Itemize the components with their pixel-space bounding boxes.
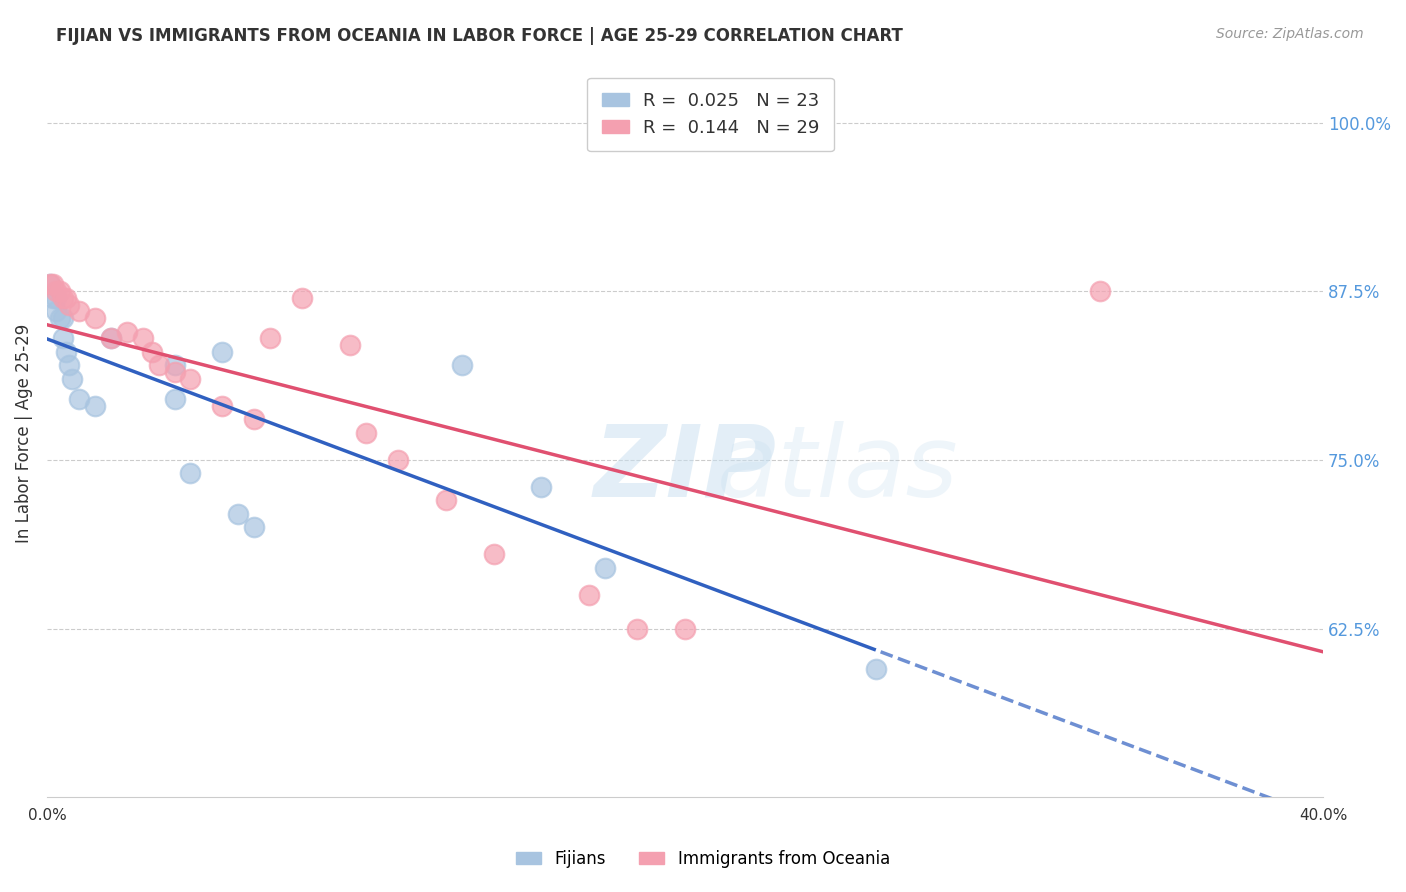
- Point: [163, 392, 186, 407]
- Legend: R =  0.025   N = 23, R =  0.144   N = 29: R = 0.025 N = 23, R = 0.144 N = 29: [588, 78, 834, 152]
- Point: [55, 291, 77, 305]
- Point: [45, 291, 67, 305]
- Point: [163, 365, 186, 379]
- Text: FIJIAN VS IMMIGRANTS FROM OCEANIA IN LABOR FORCE | AGE 25-29 CORRELATION CHART: FIJIAN VS IMMIGRANTS FROM OCEANIA IN LAB…: [56, 27, 903, 45]
- Point: [39, 277, 62, 292]
- Point: [865, 662, 887, 676]
- Text: atlas: atlas: [717, 421, 959, 518]
- Point: [42, 291, 65, 305]
- Text: Source: ZipAtlas.com: Source: ZipAtlas.com: [1216, 27, 1364, 41]
- Point: [100, 331, 122, 345]
- Point: [52, 331, 75, 345]
- Point: [83, 311, 105, 326]
- Y-axis label: In Labor Force | Age 25-29: In Labor Force | Age 25-29: [15, 323, 32, 542]
- Point: [45, 304, 67, 318]
- Point: [1088, 284, 1111, 298]
- Point: [163, 359, 186, 373]
- Point: [131, 331, 153, 345]
- Point: [115, 325, 138, 339]
- Point: [39, 277, 62, 292]
- Point: [387, 453, 409, 467]
- Point: [48, 284, 70, 298]
- Point: [62, 372, 84, 386]
- Point: [243, 520, 266, 534]
- Point: [482, 548, 505, 562]
- Point: [148, 359, 170, 373]
- Point: [228, 507, 250, 521]
- Point: [58, 298, 80, 312]
- Point: [673, 622, 696, 636]
- Point: [45, 284, 67, 298]
- Point: [578, 588, 600, 602]
- Legend: Fijians, Immigrants from Oceania: Fijians, Immigrants from Oceania: [509, 844, 897, 875]
- Point: [354, 425, 377, 440]
- Point: [243, 412, 266, 426]
- Point: [211, 399, 233, 413]
- Point: [67, 392, 90, 407]
- Point: [450, 359, 472, 373]
- Point: [434, 493, 457, 508]
- Point: [100, 331, 122, 345]
- Point: [179, 467, 201, 481]
- Text: ZIP: ZIP: [593, 421, 776, 518]
- Point: [52, 291, 75, 305]
- Point: [52, 311, 75, 326]
- Point: [141, 345, 163, 359]
- Point: [593, 561, 616, 575]
- Point: [83, 399, 105, 413]
- Point: [530, 480, 553, 494]
- Point: [55, 345, 77, 359]
- Point: [211, 345, 233, 359]
- Point: [339, 338, 361, 352]
- Point: [67, 304, 90, 318]
- Point: [42, 277, 65, 292]
- Point: [291, 291, 314, 305]
- Point: [58, 359, 80, 373]
- Point: [626, 622, 648, 636]
- Point: [179, 372, 201, 386]
- Point: [259, 331, 281, 345]
- Point: [48, 311, 70, 326]
